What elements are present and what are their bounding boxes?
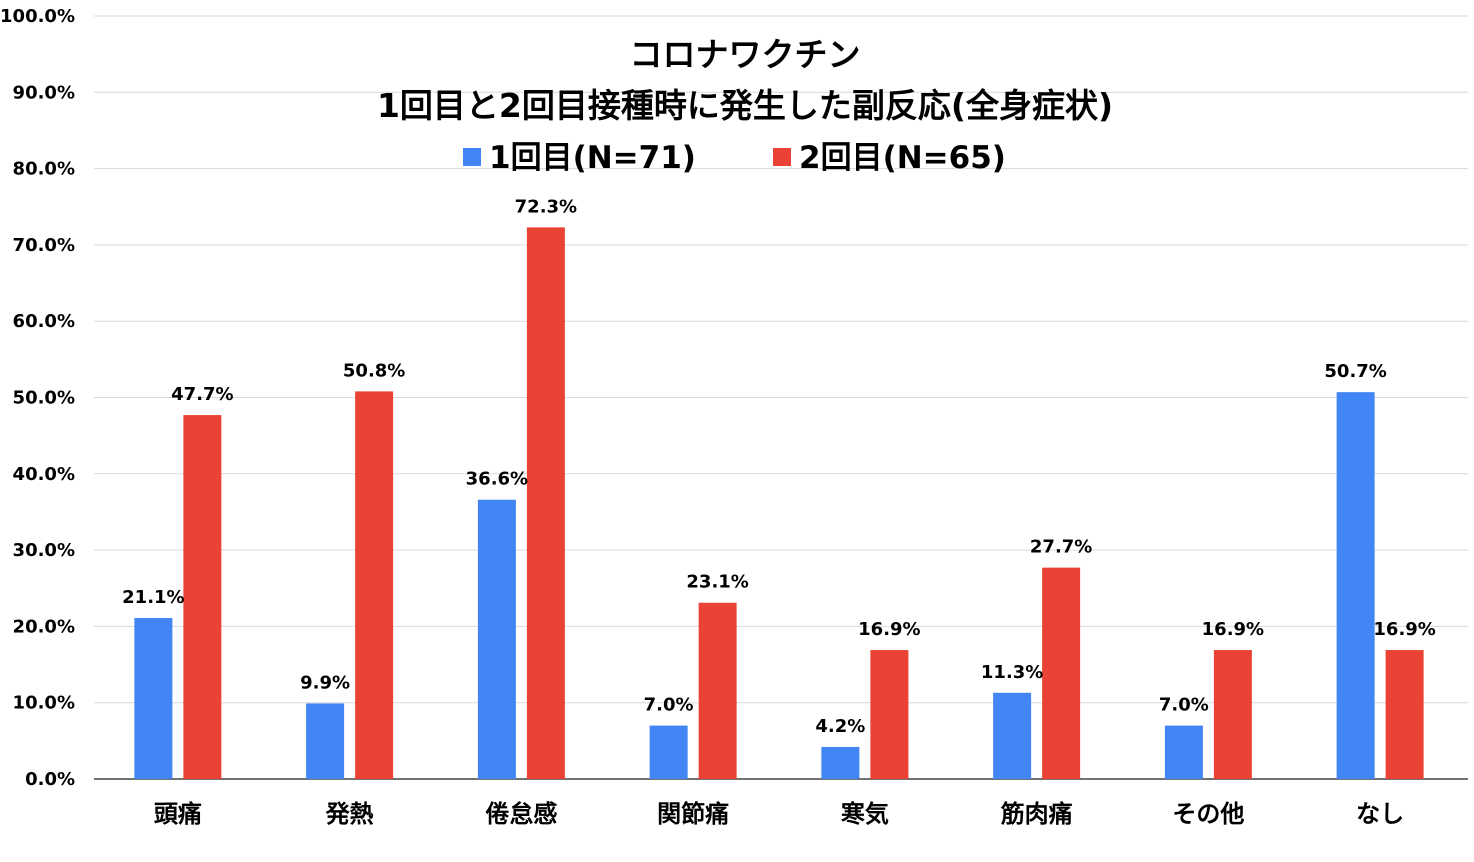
legend: 1回目(N=71) 2回目(N=65) [463,140,1006,176]
chart-title-line2: 1回目と2回目接種時に発生した副反応(全身症状) [377,86,1113,125]
x-tick-label: 倦怠感 [485,800,557,828]
data-label: 27.7% [1030,537,1092,558]
bar-series-1 [477,499,516,779]
data-label: 72.3% [515,196,577,217]
data-label: 7.0% [644,695,694,716]
y-tick-label: 20.0% [13,616,75,637]
data-label: 50.8% [343,360,405,381]
legend-swatch-series-1 [463,148,481,166]
bars [134,227,1424,779]
data-label: 4.2% [815,716,865,737]
bar-series-1 [1336,392,1375,779]
y-tick-label: 50.0% [13,388,75,409]
bar-series-2 [698,602,737,779]
x-tick-label: 関節痛 [657,800,729,828]
chart-title-line1: コロナワクチン [630,35,861,74]
bar-series-1 [306,703,345,779]
bar-series-2 [1213,650,1252,779]
bar-series-1 [649,725,688,779]
data-label: 36.6% [466,469,528,490]
y-tick-label: 60.0% [13,311,75,332]
data-label: 23.1% [686,572,748,593]
data-label: 9.9% [300,672,350,693]
bar-series-1 [821,746,860,779]
y-tick-label: 80.0% [13,159,75,180]
x-tick-label: 発熱 [325,800,374,828]
x-tick-label: なし [1356,800,1404,828]
bar-series-2 [1385,650,1424,779]
y-tick-label: 70.0% [13,235,75,256]
data-label: 21.1% [122,587,184,608]
y-tick-label: 30.0% [13,540,75,561]
bar-series-1 [993,692,1032,779]
data-labels: 21.1% 47.7% 9.9% 50.8% 36.6% 72.3% 7.0% 23.1% 4.… [122,196,1436,737]
bar-series-1 [1164,725,1203,779]
data-label: 47.7% [171,384,233,405]
legend-label-series-1: 1回目(N=71) [489,140,696,176]
x-tick-label: 寒気 [841,800,889,828]
x-axis: 頭痛 発熱 倦怠感 関節痛 寒気 筋肉痛 その他 なし [154,800,1404,828]
bar-series-2 [526,227,565,779]
data-label: 11.3% [981,662,1043,683]
data-label: 7.0% [1159,695,1209,716]
legend-swatch-series-2 [773,148,791,166]
data-label: 16.9% [858,619,920,640]
data-label: 50.7% [1324,361,1386,382]
gridlines [94,15,1468,780]
bar-series-2 [870,650,909,779]
y-tick-label: 10.0% [13,693,75,714]
x-tick-label: 頭痛 [154,800,202,828]
y-tick-label: 90.0% [13,82,75,103]
y-axis: 0.0% 10.0% 20.0% 30.0% 40.0% 50.0% 60.0% 70.0% 8… [0,6,75,790]
x-tick-label: 筋肉痛 [1000,800,1073,828]
data-label: 16.9% [1373,619,1435,640]
y-tick-label: 40.0% [13,464,75,485]
bar-series-2 [1042,567,1081,779]
x-tick-label: その他 [1172,800,1244,828]
data-label: 16.9% [1202,619,1264,640]
legend-label-series-2: 2回目(N=65) [799,140,1006,176]
bar-series-1 [134,618,173,779]
y-tick-label: 0.0% [25,769,75,790]
bar-series-2 [355,391,394,779]
y-tick-label: 100.0% [0,6,75,27]
bar-series-2 [183,415,222,779]
